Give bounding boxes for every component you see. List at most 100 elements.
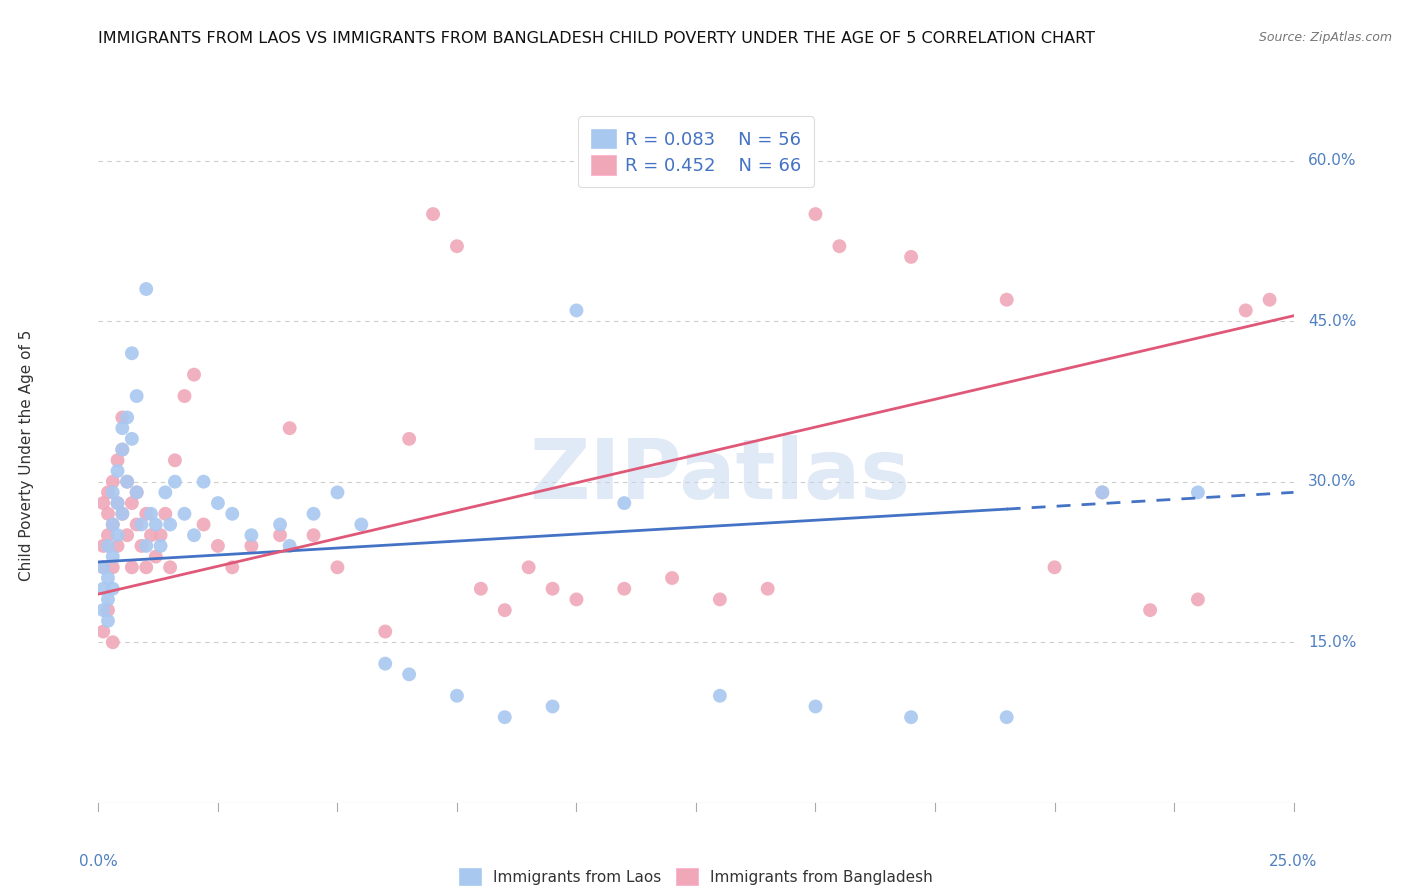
Point — [91, 496, 114, 510]
Point — [278, 539, 301, 553]
Point — [149, 539, 172, 553]
Point — [240, 539, 263, 553]
Point — [494, 710, 516, 724]
Point — [207, 496, 229, 510]
Point — [278, 421, 301, 435]
Text: IMMIGRANTS FROM LAOS VS IMMIGRANTS FROM BANGLADESH CHILD POVERTY UNDER THE AGE O: IMMIGRANTS FROM LAOS VS IMMIGRANTS FROM … — [98, 31, 1095, 46]
Point — [374, 624, 396, 639]
Point — [91, 582, 114, 596]
Point — [173, 507, 195, 521]
Point — [398, 432, 420, 446]
Point — [1139, 603, 1161, 617]
Text: Source: ZipAtlas.com: Source: ZipAtlas.com — [1258, 31, 1392, 45]
Point — [107, 496, 129, 510]
Point — [565, 303, 588, 318]
Point — [709, 689, 731, 703]
Text: 15.0%: 15.0% — [1308, 635, 1357, 649]
Point — [541, 699, 564, 714]
Point — [91, 560, 114, 574]
Point — [326, 485, 349, 500]
Text: 45.0%: 45.0% — [1308, 314, 1357, 328]
Text: Child Poverty Under the Age of 5: Child Poverty Under the Age of 5 — [20, 329, 34, 581]
Point — [326, 560, 349, 574]
Point — [107, 453, 129, 467]
Point — [91, 560, 114, 574]
Point — [125, 485, 148, 500]
Point — [269, 528, 291, 542]
Point — [756, 582, 779, 596]
Point — [1234, 303, 1257, 318]
Point — [541, 582, 564, 596]
Point — [494, 603, 516, 617]
Point — [139, 528, 162, 542]
Point — [91, 603, 114, 617]
Point — [517, 560, 540, 574]
Point — [193, 517, 215, 532]
Point — [183, 528, 205, 542]
Point — [446, 689, 468, 703]
Point — [159, 517, 181, 532]
Point — [131, 517, 153, 532]
Point — [121, 496, 143, 510]
Legend: Immigrants from Laos, Immigrants from Bangladesh: Immigrants from Laos, Immigrants from Ba… — [450, 859, 942, 892]
Point — [115, 475, 138, 489]
Point — [350, 517, 373, 532]
Point — [398, 667, 420, 681]
Point — [111, 410, 134, 425]
Point — [135, 507, 157, 521]
Point — [1091, 485, 1114, 500]
Point — [97, 528, 120, 542]
Point — [97, 592, 120, 607]
Text: 25.0%: 25.0% — [1270, 855, 1317, 869]
Point — [1091, 485, 1114, 500]
Point — [804, 207, 827, 221]
Point — [135, 282, 157, 296]
Point — [374, 657, 396, 671]
Point — [91, 539, 114, 553]
Point — [111, 421, 134, 435]
Point — [163, 453, 186, 467]
Point — [121, 432, 143, 446]
Point — [125, 517, 148, 532]
Point — [111, 442, 134, 457]
Point — [97, 603, 120, 617]
Point — [145, 549, 167, 564]
Point — [111, 507, 134, 521]
Point — [101, 475, 124, 489]
Point — [125, 485, 148, 500]
Point — [709, 592, 731, 607]
Point — [91, 624, 114, 639]
Point — [221, 560, 243, 574]
Point — [135, 539, 157, 553]
Point — [115, 410, 138, 425]
Point — [107, 464, 129, 478]
Point — [101, 549, 124, 564]
Point — [470, 582, 492, 596]
Point — [995, 293, 1018, 307]
Point — [121, 346, 143, 360]
Point — [107, 539, 129, 553]
Text: ZIPatlas: ZIPatlas — [530, 435, 910, 516]
Text: 60.0%: 60.0% — [1308, 153, 1357, 168]
Point — [446, 239, 468, 253]
Point — [193, 475, 215, 489]
Point — [207, 539, 229, 553]
Point — [1258, 293, 1281, 307]
Point — [302, 507, 325, 521]
Point — [107, 496, 129, 510]
Point — [661, 571, 683, 585]
Point — [97, 507, 120, 521]
Point — [155, 485, 177, 500]
Point — [900, 250, 922, 264]
Point — [101, 485, 124, 500]
Point — [900, 710, 922, 724]
Point — [101, 582, 124, 596]
Point — [149, 528, 172, 542]
Point — [155, 507, 177, 521]
Point — [422, 207, 444, 221]
Point — [565, 592, 588, 607]
Point — [125, 389, 148, 403]
Point — [139, 507, 162, 521]
Point — [101, 517, 124, 532]
Point — [135, 560, 157, 574]
